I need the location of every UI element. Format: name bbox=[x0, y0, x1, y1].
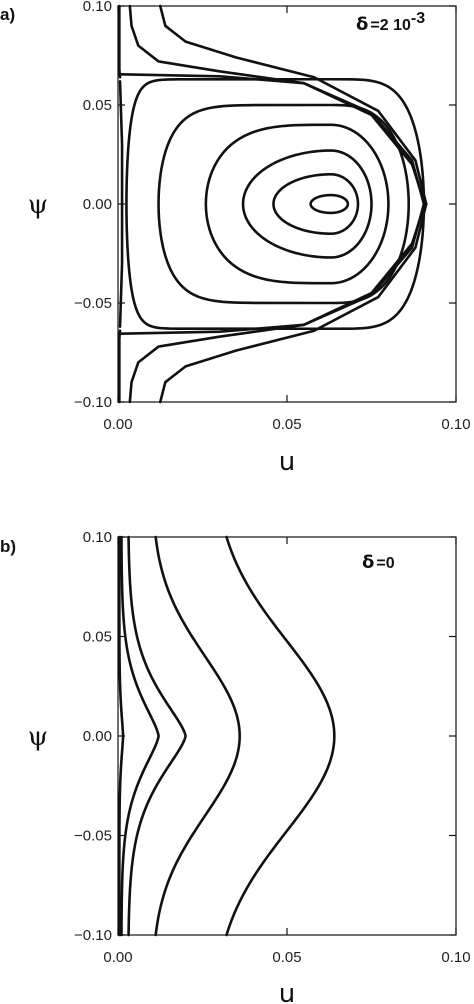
open-curve-bottom bbox=[158, 202, 428, 404]
panel-a-y-tick-label: 0.10 bbox=[83, 0, 112, 15]
contour-curve bbox=[225, 535, 336, 937]
panel-b-y-tick-label: 0.10 bbox=[83, 529, 112, 546]
panel-b-label: b) bbox=[0, 537, 16, 556]
closed-orbit bbox=[204, 123, 390, 285]
panel-a-curves bbox=[118, 4, 428, 404]
panel-a-annotation-symbol: δ bbox=[356, 14, 368, 35]
closed-orbit bbox=[309, 193, 350, 215]
panel-b-x-label: u bbox=[279, 979, 295, 1004]
panel-b-y-tick-label: −0.10 bbox=[74, 927, 112, 944]
panel-a-annotation-text: =2 10 bbox=[370, 17, 411, 34]
panel-b-x-tick-label: 0.00 bbox=[103, 949, 132, 966]
contour-curve bbox=[118, 535, 125, 937]
separatrix-top bbox=[118, 73, 427, 206]
panel-a-x-label: u bbox=[279, 447, 295, 477]
closed-orbit bbox=[125, 77, 426, 331]
panel-a-x-tick-label: 0.00 bbox=[103, 416, 132, 433]
panel-b-x-tick-label: 0.10 bbox=[441, 949, 470, 966]
panel-a: a) 0.00 0.05 0.100.100.050.00−0.05−0.10 u … bbox=[0, 0, 471, 477]
panel-b-curves bbox=[118, 535, 336, 937]
panel-a-y-tick-label: −0.10 bbox=[74, 394, 112, 411]
panel-a-x-tick-label: 0.05 bbox=[272, 416, 301, 433]
panel-a-x-tick-label: 0.10 bbox=[441, 416, 470, 433]
panel-b-y-tick-label: 0.00 bbox=[83, 728, 112, 745]
panel-b: b) 0.00 0.05 0.100.100.050.00−0.05−0.10 u … bbox=[0, 529, 471, 1004]
panel-b-y-tick-label: 0.05 bbox=[83, 629, 112, 646]
closed-orbit bbox=[157, 103, 410, 305]
open-curve-top bbox=[158, 4, 428, 206]
panel-b-annotation-symbol: δ bbox=[362, 552, 374, 573]
panel-a-label: a) bbox=[0, 5, 15, 24]
panel-a-annotation: δ =2 10-3 bbox=[356, 10, 425, 35]
panel-b-x-tick-label: 0.05 bbox=[272, 949, 301, 966]
axis-branch-middle bbox=[118, 79, 124, 329]
panel-b-y-tick-label: −0.05 bbox=[74, 828, 112, 845]
panel-b-annotation: δ =0 bbox=[362, 552, 395, 573]
panel-b-annotation-text: =0 bbox=[376, 555, 394, 572]
contour-curve bbox=[127, 535, 187, 937]
panel-a-plot-frame bbox=[117, 5, 457, 403]
panel-a-y-tick-label: 0.00 bbox=[83, 196, 112, 213]
panel-b-y-label: ψ bbox=[28, 722, 48, 752]
separatrix-bottom bbox=[118, 202, 427, 335]
panel-a-annotation-superscript: -3 bbox=[411, 10, 425, 27]
panel-a-y-tick-label: 0.05 bbox=[83, 97, 112, 114]
contour-curve bbox=[154, 535, 241, 937]
open-curve-bottom bbox=[128, 202, 426, 404]
panel-a-y-label: ψ bbox=[28, 190, 48, 220]
open-curve-top bbox=[128, 4, 426, 206]
closed-orbit bbox=[241, 149, 373, 259]
axis-branch-bottom bbox=[118, 329, 122, 404]
contour-curve bbox=[120, 535, 160, 937]
axis-branch-top bbox=[118, 4, 122, 79]
panel-b-plot-frame bbox=[117, 536, 457, 936]
panel-a-y-tick-label: −0.05 bbox=[74, 295, 112, 312]
closed-orbit bbox=[272, 173, 360, 235]
